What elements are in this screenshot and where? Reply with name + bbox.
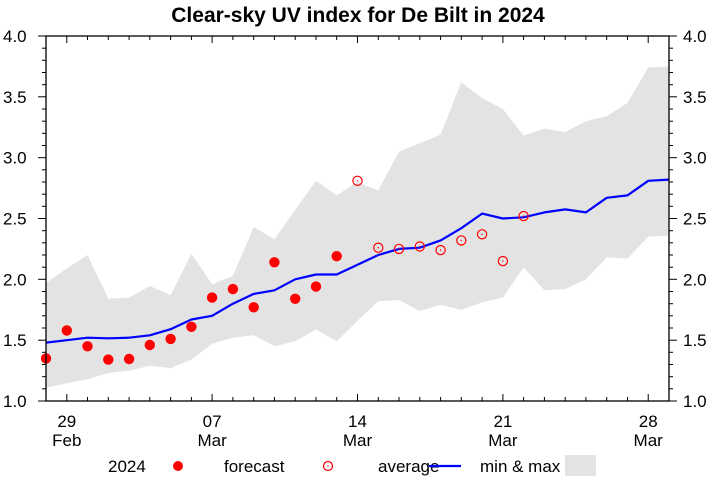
data-point-2024 xyxy=(310,281,322,292)
y-tick-label-right: 2.5 xyxy=(683,210,707,229)
data-point-forecast-center xyxy=(460,239,462,242)
axes-layer: 1.0 1.0 1.5 1.5 2.0 2.0 2.5 2.5 3.0 3.0 3.5 3.5 4.0 4… xyxy=(3,27,707,450)
legend-label-forecast: forecast xyxy=(224,457,285,476)
data-point-2024 xyxy=(227,283,239,295)
legend-symbol-min-max xyxy=(565,455,596,476)
data-point-forecast xyxy=(476,229,488,240)
legend-symbol-2024 xyxy=(173,461,183,471)
legend-label-average: average xyxy=(378,457,439,476)
data-point-2024 xyxy=(206,292,218,303)
data-point-forecast xyxy=(393,243,405,255)
data-point-2024 xyxy=(144,339,155,351)
data-point-forecast-center xyxy=(356,180,359,182)
x-tick-label-month: Mar xyxy=(488,431,518,450)
y-tick-label-left: 2.0 xyxy=(3,270,27,289)
data-point-2024 xyxy=(290,293,301,304)
data-point-forecast xyxy=(435,244,446,256)
y-tick-label-left: 1.0 xyxy=(3,392,27,411)
data-point-forecast xyxy=(414,241,425,252)
data-point-forecast xyxy=(456,235,467,246)
chart-title: Clear-sky UV index for De Bilt in 2024 xyxy=(171,4,545,27)
data-point-forecast-center xyxy=(377,247,379,249)
y-tick-label-right: 3.5 xyxy=(683,88,707,107)
data-point-2024 xyxy=(331,251,342,262)
legend-label-2024: 2024 xyxy=(108,457,146,476)
data-point-2024 xyxy=(186,321,197,332)
y-tick-label-right: 4.0 xyxy=(683,27,707,46)
average-line-layer xyxy=(45,178,670,344)
average-line xyxy=(45,178,670,344)
y-tick-label-left: 2.5 xyxy=(3,210,27,229)
data-point-forecast xyxy=(373,242,384,253)
y-tick-label-left: 3.5 xyxy=(3,88,27,107)
x-tick-label-day: 21 xyxy=(493,412,512,431)
data-point-2024 xyxy=(82,341,93,352)
data-point-2024 xyxy=(123,353,135,365)
data-point-2024 xyxy=(269,257,280,268)
data-point-forecast-center xyxy=(522,215,525,217)
legend: 2024 forecast average min & max xyxy=(108,455,596,476)
data-point-forecast-center xyxy=(419,245,421,248)
x-tick-label-day: 14 xyxy=(348,412,367,431)
y-tick-label-right: 1.5 xyxy=(683,331,707,350)
data-point-2024 xyxy=(165,333,176,345)
data-point-forecast-center xyxy=(502,260,504,262)
points-layer xyxy=(40,175,529,365)
x-tick-label-month: Feb xyxy=(52,431,81,450)
y-tick-label-right: 3.0 xyxy=(683,149,707,168)
x-tick-label-day: 29 xyxy=(57,412,76,431)
data-point-2024 xyxy=(61,325,72,336)
min-max-band xyxy=(46,66,669,388)
data-point-forecast-center xyxy=(439,249,442,251)
legend-label-min-max: min & max xyxy=(480,457,561,476)
y-tick-label-left: 1.5 xyxy=(3,331,27,350)
y-tick-label-right: 2.0 xyxy=(683,270,707,289)
data-point-2024 xyxy=(103,354,114,365)
min-max-band-layer xyxy=(46,66,669,388)
data-point-2024 xyxy=(248,302,259,313)
x-tick-label-month: Mar xyxy=(343,431,373,450)
y-tick-label-right: 1.0 xyxy=(683,392,707,411)
data-point-forecast xyxy=(497,255,509,267)
y-tick-label-left: 4.0 xyxy=(3,27,27,46)
y-tick-label-left: 3.0 xyxy=(3,149,27,168)
legend-symbol-forecast xyxy=(322,460,334,472)
x-tick-label-day: 28 xyxy=(639,412,658,431)
legend-symbol-forecast-dot xyxy=(327,465,329,467)
data-point-forecast xyxy=(352,175,363,186)
data-point-forecast-center xyxy=(481,233,483,235)
x-tick-label-month: Mar xyxy=(197,431,227,450)
data-point-forecast xyxy=(518,210,529,222)
data-point-forecast-center xyxy=(398,248,400,250)
x-tick-label-day: 07 xyxy=(203,412,222,431)
x-tick-label-month: Mar xyxy=(634,431,664,450)
